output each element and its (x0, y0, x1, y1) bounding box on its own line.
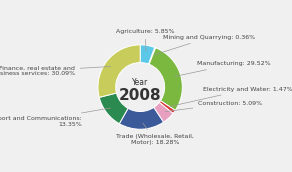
Text: Electricity and Water: 1.47%: Electricity and Water: 1.47% (170, 87, 292, 106)
Wedge shape (149, 47, 156, 64)
Wedge shape (119, 108, 164, 129)
Wedge shape (99, 93, 128, 124)
Wedge shape (98, 45, 140, 97)
Text: 2008: 2008 (119, 88, 161, 103)
Text: Transport and Communications:
13.35%: Transport and Communications: 13.35% (0, 108, 111, 127)
Text: Mining and Quarrying: 0.36%: Mining and Quarrying: 0.36% (155, 35, 256, 55)
Wedge shape (154, 102, 173, 122)
Text: Manufacturing: 29.52%: Manufacturing: 29.52% (175, 61, 271, 76)
Wedge shape (140, 45, 155, 64)
Text: Construction: 5.09%: Construction: 5.09% (166, 101, 263, 112)
Text: Agriculture: 5.85%: Agriculture: 5.85% (116, 29, 175, 51)
Text: Finance, real estate and
business services: 30.09%: Finance, real estate and business servic… (0, 66, 111, 76)
Text: Year: Year (132, 78, 148, 87)
Wedge shape (159, 101, 175, 114)
Text: Trade (Wholesale, Retail,
Motor): 18.28%: Trade (Wholesale, Retail, Motor): 18.28% (116, 123, 194, 145)
Wedge shape (149, 48, 182, 110)
